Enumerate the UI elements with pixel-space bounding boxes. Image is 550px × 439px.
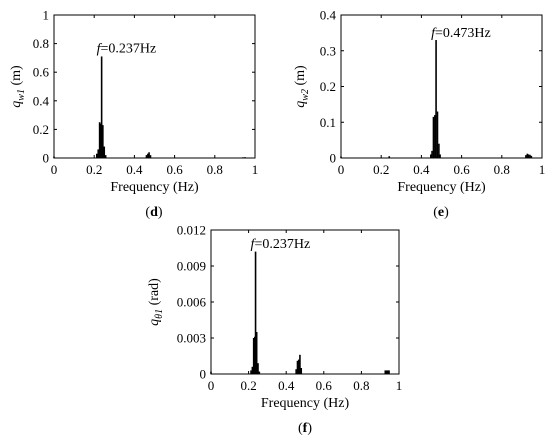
y-axis-subscript: w2 <box>300 89 311 101</box>
y-tick-label: 0 <box>200 367 207 382</box>
chart-panel-e: 0 0.2 0.4 0.6 0.8 1 0 0.1 0.2 0.3 0.4 Frequency (Hz… <box>293 8 545 221</box>
annotation-value: =0.473Hz <box>435 26 491 41</box>
y-tick-label: 0.4 <box>320 8 337 23</box>
y-axis-title: qw2 (m) <box>293 65 311 108</box>
x-tick-label: 0.6 <box>166 162 183 177</box>
annotation-symbol: f <box>97 42 103 57</box>
annotation-symbol: f <box>251 237 257 252</box>
y-axis-unit: (rad) <box>147 278 162 309</box>
y-axis-symbol: q <box>293 101 308 108</box>
y-axis-title: qθ1 (rad) <box>147 278 165 326</box>
y-tick-label: 0.009 <box>177 259 206 274</box>
x-tick-label: 1 <box>396 378 403 393</box>
x-tick-label: 0.8 <box>207 162 223 177</box>
x-tick-label: 0 <box>51 162 58 177</box>
x-tick-label: 0.8 <box>353 378 369 393</box>
chart-panel-f: 0 0.2 0.4 0.6 0.8 1 0 0.003 0.006 0.009 0.012 Frequ… <box>147 223 402 437</box>
x-tick-label: 0.4 <box>413 162 430 177</box>
x-tick-label: 1 <box>539 162 546 177</box>
y-tick-label: 0.4 <box>33 93 50 108</box>
y-tick-label: 1 <box>43 8 50 23</box>
peak-frequency-annotation: f=0.237Hz <box>251 237 311 252</box>
x-tick-label: 0.2 <box>86 162 102 177</box>
x-tick-label: 0.4 <box>126 162 143 177</box>
peak-frequency-annotation: f=0.473Hz <box>431 26 491 41</box>
annotation-value: =0.237Hz <box>254 237 310 252</box>
x-tick-label: 1 <box>252 162 259 177</box>
panel-label: (d) <box>145 205 162 220</box>
y-tick-label: 0.006 <box>177 295 207 310</box>
y-tick-label: 0.003 <box>177 331 206 346</box>
y-tick-label: 0.012 <box>177 223 206 238</box>
x-tick-label: 0.2 <box>373 162 389 177</box>
x-axis-title: Frequency (Hz) <box>110 180 199 195</box>
x-tick-label: 0.4 <box>278 378 295 393</box>
y-axis-unit: (m) <box>293 65 308 89</box>
annotation-value: =0.237Hz <box>101 42 157 57</box>
x-tick-label: 0 <box>208 378 215 393</box>
panel-label: (f) <box>298 421 312 436</box>
y-axis-subscript: w1 <box>16 89 27 101</box>
annotation-symbol: f <box>431 26 437 41</box>
y-axis-unit: (m) <box>9 65 24 89</box>
y-axis-title: qw1 (m) <box>9 65 27 108</box>
y-tick-label: 0.8 <box>33 36 49 51</box>
x-axis-title: Frequency (Hz) <box>261 396 350 411</box>
y-tick-label: 0.1 <box>320 115 336 130</box>
x-tick-label: 0.8 <box>494 162 510 177</box>
y-tick-label: 0 <box>43 151 50 166</box>
peak-frequency-annotation: f=0.237Hz <box>97 42 157 57</box>
y-axis-symbol: q <box>147 319 162 326</box>
x-tick-label: 0 <box>338 162 345 177</box>
y-tick-label: 0.2 <box>33 122 49 137</box>
y-axis-symbol: q <box>9 101 24 108</box>
chart-panel-d: 0 0.2 0.4 0.6 0.8 1 0 0.2 0.4 0.6 0.8 1 Frequency (H… <box>9 8 258 221</box>
y-tick-label: 0 <box>330 151 337 166</box>
x-axis-title: Frequency (Hz) <box>397 180 486 195</box>
x-tick-label: 0.6 <box>316 378 333 393</box>
y-tick-label: 0.3 <box>320 43 336 58</box>
x-tick-label: 0.2 <box>240 378 256 393</box>
x-tick-label: 0.6 <box>453 162 470 177</box>
panel-label: (e) <box>433 205 449 220</box>
y-tick-label: 0.2 <box>320 79 336 94</box>
plot-frame <box>53 14 256 159</box>
y-tick-label: 0.6 <box>33 65 50 80</box>
y-axis-subscript: θ1 <box>154 309 165 319</box>
